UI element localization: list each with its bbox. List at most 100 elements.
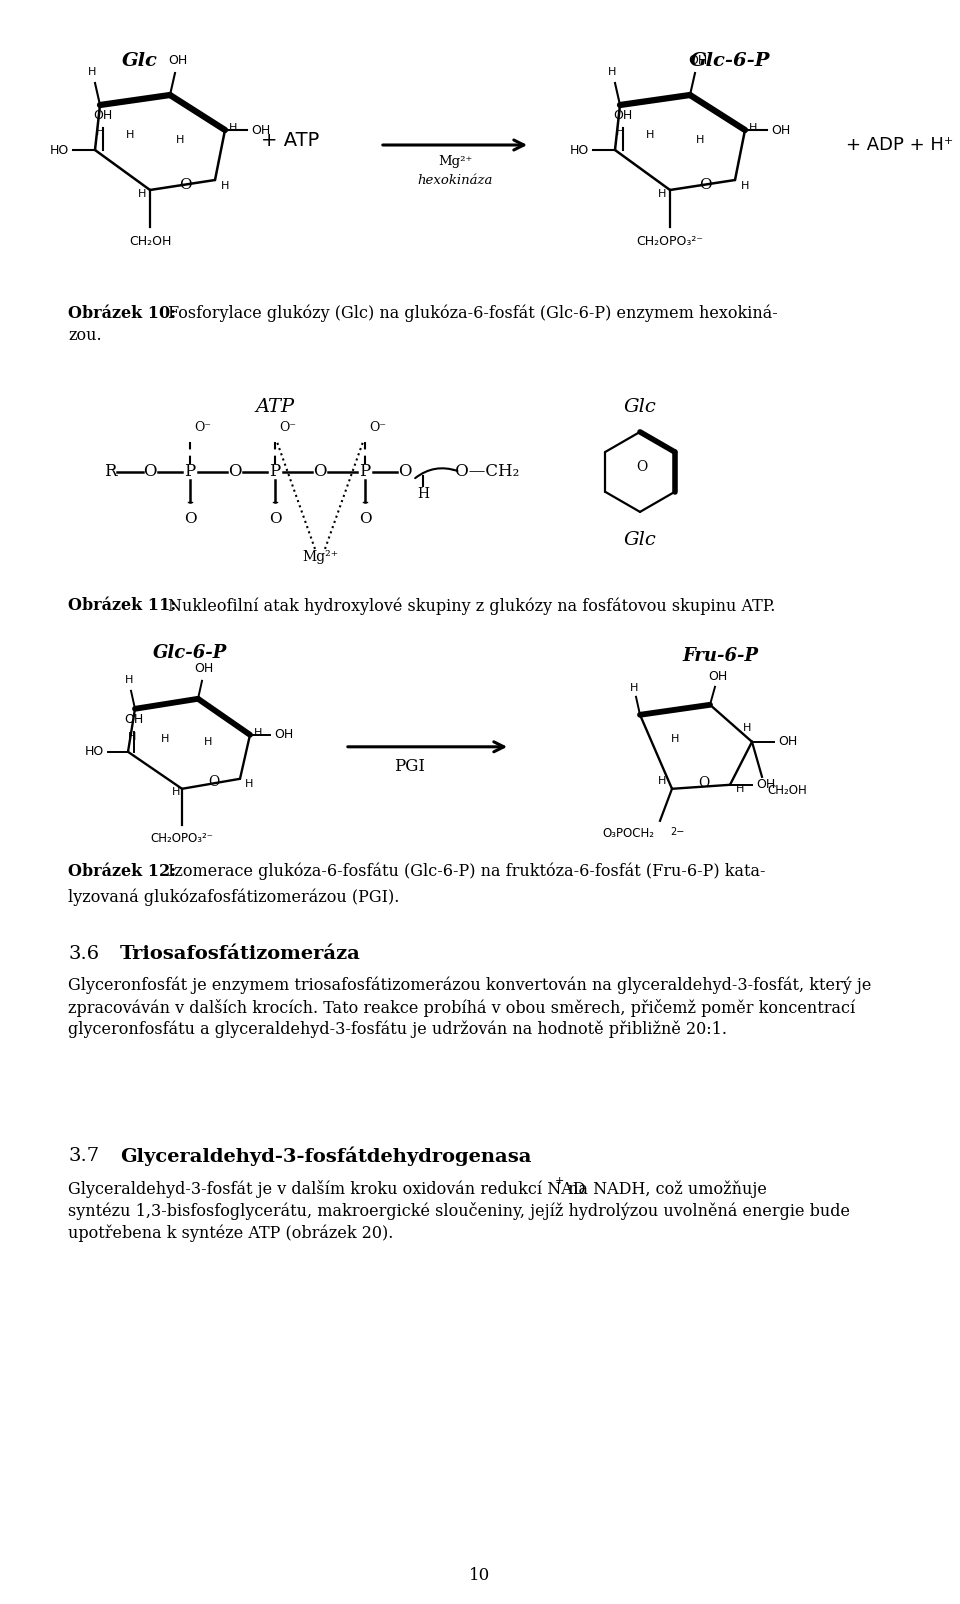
Text: OH: OH <box>688 55 708 67</box>
Text: O: O <box>699 178 711 192</box>
Text: H: H <box>735 784 744 794</box>
Text: H: H <box>126 130 134 140</box>
Text: OH: OH <box>251 124 271 136</box>
Text: Glyceraldehyd-3-fosfát je v dalším kroku oxidován redukcí NAD: Glyceraldehyd-3-fosfát je v dalším kroku… <box>68 1181 586 1198</box>
Text: lyzovaná glukózafosfátizomerázou (PGI).: lyzovaná glukózafosfátizomerázou (PGI). <box>68 889 399 906</box>
Text: 2−: 2− <box>670 826 684 837</box>
Text: Izomerace glukóza-6-fosfátu (Glc-6-P) na fruktóza-6-fosfát (Fru-6-P) kata-: Izomerace glukóza-6-fosfátu (Glc-6-P) na… <box>168 863 765 881</box>
Text: P: P <box>359 464 371 481</box>
Text: CH₂OPO₃²⁻: CH₂OPO₃²⁻ <box>636 236 704 249</box>
Text: H: H <box>646 130 654 140</box>
Text: HO: HO <box>569 143 589 157</box>
Text: H: H <box>125 675 133 685</box>
Text: Obrázek 11:: Obrázek 11: <box>68 597 177 614</box>
Text: Glyceronfosfát je enzymem triosafosfátizomerázou konvertován na glyceraldehyd-3-: Glyceronfosfát je enzymem triosafosfátiz… <box>68 977 872 994</box>
Text: Glc-6-P: Glc-6-P <box>153 643 228 662</box>
Text: OH: OH <box>93 109 112 122</box>
Text: Glc: Glc <box>122 51 158 71</box>
Text: OH: OH <box>274 728 293 741</box>
Text: H: H <box>630 683 638 693</box>
Text: O: O <box>228 464 242 481</box>
Text: H: H <box>245 780 253 789</box>
Text: H: H <box>749 124 757 133</box>
Text: H: H <box>743 723 751 733</box>
Text: Triosafosfátizomeráza: Triosafosfátizomeráza <box>120 945 361 962</box>
Text: PGI: PGI <box>395 759 425 775</box>
Text: O: O <box>313 464 326 481</box>
Text: H: H <box>128 731 136 741</box>
Text: H: H <box>161 733 169 744</box>
Text: H: H <box>87 67 96 77</box>
Text: H: H <box>96 127 105 136</box>
Text: Glc: Glc <box>624 531 657 549</box>
Text: P: P <box>270 464 280 481</box>
Text: Obrázek 10:: Obrázek 10: <box>68 305 176 322</box>
Text: H: H <box>172 788 180 797</box>
Text: 3.6: 3.6 <box>68 945 99 962</box>
Text: H: H <box>228 124 237 133</box>
Text: + ATP: + ATP <box>261 130 319 149</box>
Text: H: H <box>658 776 666 786</box>
Text: na NADH, což umožňuje: na NADH, což umožňuje <box>563 1181 767 1198</box>
Text: Glc: Glc <box>624 398 657 415</box>
Text: O: O <box>183 512 196 526</box>
Text: O: O <box>698 776 709 789</box>
Text: OH: OH <box>756 778 776 791</box>
Text: OH: OH <box>771 124 790 136</box>
Text: H: H <box>176 135 184 144</box>
Text: CH₂OH: CH₂OH <box>767 784 806 797</box>
Text: upotřebena k syntéze ATP (obrázek 20).: upotřebena k syntéze ATP (obrázek 20). <box>68 1224 394 1241</box>
Text: syntézu 1,3-bisfosfoglycerátu, makroergické sloučeniny, jejíž hydrolýzou uvolněn: syntézu 1,3-bisfosfoglycerátu, makroergi… <box>68 1201 850 1221</box>
Text: O: O <box>636 460 648 473</box>
Text: O: O <box>359 512 372 526</box>
Text: P: P <box>184 464 196 481</box>
Text: 3.7: 3.7 <box>68 1147 99 1165</box>
Text: Mg²⁺: Mg²⁺ <box>438 154 472 167</box>
Text: 10: 10 <box>469 1567 491 1585</box>
Text: glyceronfosfátu a glyceraldehyd-3-fosfátu je udržován na hodnotě přibližně 20:1.: glyceronfosfátu a glyceraldehyd-3-fosfát… <box>68 1022 727 1038</box>
Text: O: O <box>398 464 412 481</box>
Text: O⁻: O⁻ <box>279 420 296 435</box>
Text: Glyceraldehyd-3-fosfátdehydrogenasa: Glyceraldehyd-3-fosfátdehydrogenasa <box>120 1147 532 1166</box>
Text: O: O <box>180 178 192 192</box>
Text: H: H <box>696 135 705 144</box>
Text: OH: OH <box>778 735 797 749</box>
Text: hexokináza: hexokináza <box>418 173 492 186</box>
Text: H: H <box>671 733 679 744</box>
Text: O⁻: O⁻ <box>194 420 211 435</box>
Text: OH: OH <box>168 55 187 67</box>
Text: OH: OH <box>194 662 214 675</box>
Text: CH₂OH: CH₂OH <box>129 236 171 249</box>
Text: HO: HO <box>84 746 104 759</box>
Text: OH: OH <box>125 712 144 725</box>
Text: zpracováván v dalších krocích. Tato reakce probíhá v obou směrech, přičemž poměr: zpracováván v dalších krocích. Tato reak… <box>68 999 855 1017</box>
Text: H: H <box>253 728 262 738</box>
Text: H: H <box>417 488 429 500</box>
Text: ·O—CH₂: ·O—CH₂ <box>450 464 519 481</box>
Text: H: H <box>658 189 666 199</box>
Text: Obrázek 12:: Obrázek 12: <box>68 863 177 881</box>
Text: H: H <box>741 181 749 191</box>
Text: O: O <box>269 512 281 526</box>
Text: OH: OH <box>613 109 633 122</box>
Text: +: + <box>555 1176 564 1185</box>
Text: R: R <box>104 464 116 481</box>
Text: O⁻: O⁻ <box>369 420 386 435</box>
Text: Nukleofilní atak hydroxylové skupiny z glukózy na fosfátovou skupinu ATP.: Nukleofilní atak hydroxylové skupiny z g… <box>168 597 776 614</box>
Text: OH: OH <box>708 670 728 683</box>
Text: H: H <box>204 736 212 747</box>
Text: zou.: zou. <box>68 327 102 343</box>
Text: HO: HO <box>50 143 69 157</box>
Text: H: H <box>221 181 229 191</box>
Text: Fosforylace glukózy (Glc) na glukóza-6-fosfát (Glc-6-P) enzymem hexokiná-: Fosforylace glukózy (Glc) na glukóza-6-f… <box>168 305 778 322</box>
Text: H: H <box>608 67 616 77</box>
Text: H: H <box>615 127 624 136</box>
Text: Fru-6-P: Fru-6-P <box>682 646 758 664</box>
Text: Glc-6-P: Glc-6-P <box>690 51 770 71</box>
Text: + ADP + H⁺: + ADP + H⁺ <box>847 136 953 154</box>
Text: O: O <box>208 775 220 789</box>
Text: H: H <box>138 189 146 199</box>
Text: ATP: ATP <box>255 398 295 415</box>
Text: O: O <box>143 464 156 481</box>
Text: CH₂OPO₃²⁻: CH₂OPO₃²⁻ <box>151 832 213 845</box>
